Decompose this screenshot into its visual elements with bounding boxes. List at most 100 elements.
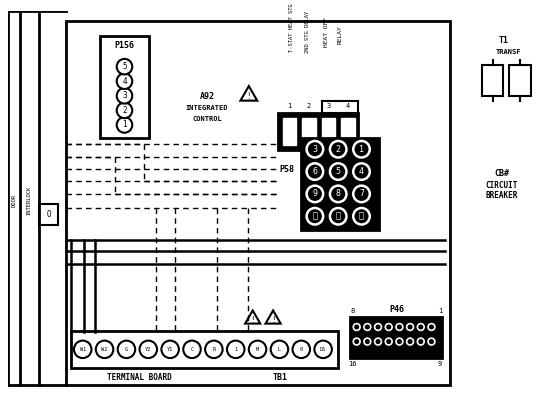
Circle shape bbox=[352, 184, 371, 204]
Circle shape bbox=[373, 337, 382, 346]
Circle shape bbox=[386, 324, 392, 330]
Circle shape bbox=[329, 207, 348, 226]
Bar bbox=[283, 118, 296, 145]
Text: 0: 0 bbox=[300, 347, 303, 352]
Text: T-STAT HEAT STG: T-STAT HEAT STG bbox=[289, 4, 294, 52]
Circle shape bbox=[330, 141, 346, 158]
Circle shape bbox=[353, 163, 370, 180]
Text: TRANSF: TRANSF bbox=[495, 49, 521, 55]
Circle shape bbox=[315, 340, 332, 358]
Circle shape bbox=[417, 324, 424, 330]
Text: !: ! bbox=[271, 316, 275, 325]
Circle shape bbox=[271, 340, 288, 358]
Text: 3: 3 bbox=[122, 91, 127, 100]
Circle shape bbox=[305, 162, 325, 181]
Circle shape bbox=[352, 139, 371, 159]
Circle shape bbox=[373, 323, 382, 331]
Text: P156: P156 bbox=[115, 41, 135, 50]
Circle shape bbox=[417, 323, 425, 331]
Circle shape bbox=[305, 139, 325, 159]
Circle shape bbox=[417, 337, 425, 346]
Circle shape bbox=[74, 340, 91, 358]
Text: INTEGRATED: INTEGRATED bbox=[186, 105, 228, 111]
Text: !: ! bbox=[250, 316, 255, 325]
Text: 3: 3 bbox=[326, 103, 331, 109]
Text: ①: ① bbox=[336, 212, 341, 221]
Text: !: ! bbox=[247, 92, 251, 101]
Circle shape bbox=[396, 324, 403, 330]
Circle shape bbox=[353, 338, 360, 345]
Text: 16: 16 bbox=[348, 361, 357, 367]
Circle shape bbox=[329, 139, 348, 159]
Text: 1: 1 bbox=[438, 308, 442, 314]
Circle shape bbox=[117, 340, 135, 358]
Circle shape bbox=[384, 337, 393, 346]
Circle shape bbox=[375, 338, 381, 345]
Circle shape bbox=[428, 338, 435, 345]
Text: Y1: Y1 bbox=[167, 347, 173, 352]
Circle shape bbox=[417, 338, 424, 345]
Text: 8: 8 bbox=[351, 308, 355, 314]
Text: M: M bbox=[256, 347, 259, 352]
Text: T1: T1 bbox=[499, 36, 509, 45]
Text: 4: 4 bbox=[122, 77, 127, 86]
Text: 1: 1 bbox=[359, 145, 364, 154]
Text: 9: 9 bbox=[438, 361, 442, 367]
Text: DOOR: DOOR bbox=[11, 194, 16, 207]
Circle shape bbox=[117, 73, 132, 89]
Circle shape bbox=[427, 337, 436, 346]
Text: 6: 6 bbox=[312, 167, 317, 176]
Text: ⓪: ⓪ bbox=[359, 212, 364, 221]
Circle shape bbox=[407, 324, 413, 330]
Circle shape bbox=[363, 323, 372, 331]
Circle shape bbox=[352, 337, 361, 346]
Circle shape bbox=[406, 323, 414, 331]
Bar bbox=[39, 204, 58, 225]
Text: P58: P58 bbox=[279, 165, 295, 174]
Circle shape bbox=[161, 340, 179, 358]
Circle shape bbox=[96, 340, 114, 358]
Circle shape bbox=[330, 208, 346, 224]
Text: A92: A92 bbox=[199, 92, 214, 101]
Circle shape bbox=[364, 338, 371, 345]
Circle shape bbox=[205, 340, 223, 358]
Text: W1: W1 bbox=[80, 347, 86, 352]
Bar bbox=[301, 137, 379, 230]
Circle shape bbox=[428, 324, 435, 330]
Text: DS: DS bbox=[320, 347, 326, 352]
Text: TB1: TB1 bbox=[273, 373, 288, 382]
Bar bbox=[278, 113, 358, 150]
Bar bbox=[66, 21, 450, 385]
Text: 2: 2 bbox=[336, 145, 341, 154]
Circle shape bbox=[330, 163, 346, 180]
Circle shape bbox=[395, 323, 404, 331]
Text: P46: P46 bbox=[389, 305, 404, 314]
Circle shape bbox=[117, 88, 132, 103]
Bar bbox=[302, 118, 316, 145]
Circle shape bbox=[364, 324, 371, 330]
Circle shape bbox=[329, 184, 348, 204]
Circle shape bbox=[117, 103, 132, 118]
Text: O: O bbox=[47, 210, 51, 219]
Text: 1: 1 bbox=[234, 347, 237, 352]
Text: L: L bbox=[278, 347, 281, 352]
Text: 5: 5 bbox=[336, 167, 341, 176]
Circle shape bbox=[140, 340, 157, 358]
Text: 2: 2 bbox=[307, 103, 311, 109]
Circle shape bbox=[375, 324, 381, 330]
Circle shape bbox=[407, 338, 413, 345]
Text: 9: 9 bbox=[312, 190, 317, 198]
Text: 4: 4 bbox=[359, 167, 364, 176]
Text: W2: W2 bbox=[101, 347, 107, 352]
Text: TERMINAL BOARD: TERMINAL BOARD bbox=[107, 373, 171, 382]
Circle shape bbox=[183, 340, 201, 358]
Text: ②: ② bbox=[312, 212, 317, 221]
Circle shape bbox=[249, 340, 266, 358]
Bar bbox=[341, 118, 355, 145]
Bar bbox=[71, 331, 338, 368]
Text: CIRCUIT: CIRCUIT bbox=[485, 181, 517, 190]
Circle shape bbox=[386, 338, 392, 345]
Bar bbox=[322, 118, 335, 145]
Circle shape bbox=[353, 324, 360, 330]
Text: 2: 2 bbox=[122, 106, 127, 115]
